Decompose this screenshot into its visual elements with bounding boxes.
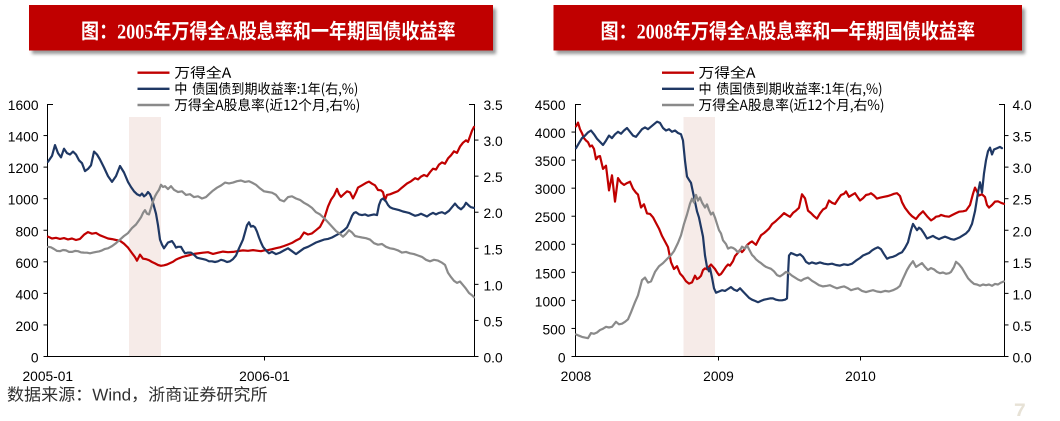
svg-text:2008: 2008 (561, 369, 592, 384)
svg-text:1.0: 1.0 (484, 278, 504, 293)
svg-text:1400: 1400 (8, 130, 39, 145)
svg-text:0.0: 0.0 (484, 351, 504, 366)
svg-text:2.5: 2.5 (484, 170, 504, 185)
svg-text:3.5: 3.5 (1013, 130, 1033, 145)
svg-text:7: 7 (1014, 400, 1026, 416)
svg-text:0: 0 (31, 351, 39, 366)
svg-text:1.5: 1.5 (1013, 256, 1033, 271)
svg-text:400: 400 (15, 287, 38, 302)
svg-text:3.0: 3.0 (1013, 161, 1033, 176)
svg-text:2.0: 2.0 (1013, 224, 1033, 239)
svg-text:1600: 1600 (8, 98, 39, 113)
svg-text:600: 600 (15, 256, 38, 271)
svg-text:2005-01: 2005-01 (22, 369, 73, 384)
svg-text:3500: 3500 (535, 154, 566, 169)
svg-text:3000: 3000 (535, 182, 566, 197)
svg-text:3.0: 3.0 (484, 134, 504, 149)
svg-text:2500: 2500 (535, 210, 566, 225)
svg-text:0.5: 0.5 (1013, 319, 1033, 334)
svg-text:0.0: 0.0 (1013, 351, 1033, 366)
svg-text:2000: 2000 (535, 238, 566, 253)
svg-text:500: 500 (542, 322, 565, 337)
svg-text:4000: 4000 (535, 126, 566, 141)
svg-text:2009: 2009 (703, 369, 734, 384)
svg-text:1500: 1500 (535, 266, 566, 281)
svg-text:1.0: 1.0 (1013, 287, 1033, 302)
svg-text:2006-01: 2006-01 (239, 369, 290, 384)
svg-text:1000: 1000 (535, 294, 566, 309)
svg-text:1200: 1200 (8, 161, 39, 176)
svg-text:0: 0 (558, 351, 566, 366)
svg-text:800: 800 (15, 224, 38, 239)
svg-text:2.5: 2.5 (1013, 193, 1033, 208)
svg-text:4.0: 4.0 (1013, 98, 1033, 113)
svg-text:3.5: 3.5 (484, 98, 504, 113)
svg-text:2010: 2010 (845, 369, 876, 384)
svg-text:1.5: 1.5 (484, 242, 504, 257)
svg-text:4500: 4500 (535, 98, 566, 113)
svg-text:1000: 1000 (8, 193, 39, 208)
svg-text:200: 200 (15, 319, 38, 334)
svg-text:0.5: 0.5 (484, 314, 504, 329)
svg-text:2.0: 2.0 (484, 206, 504, 221)
